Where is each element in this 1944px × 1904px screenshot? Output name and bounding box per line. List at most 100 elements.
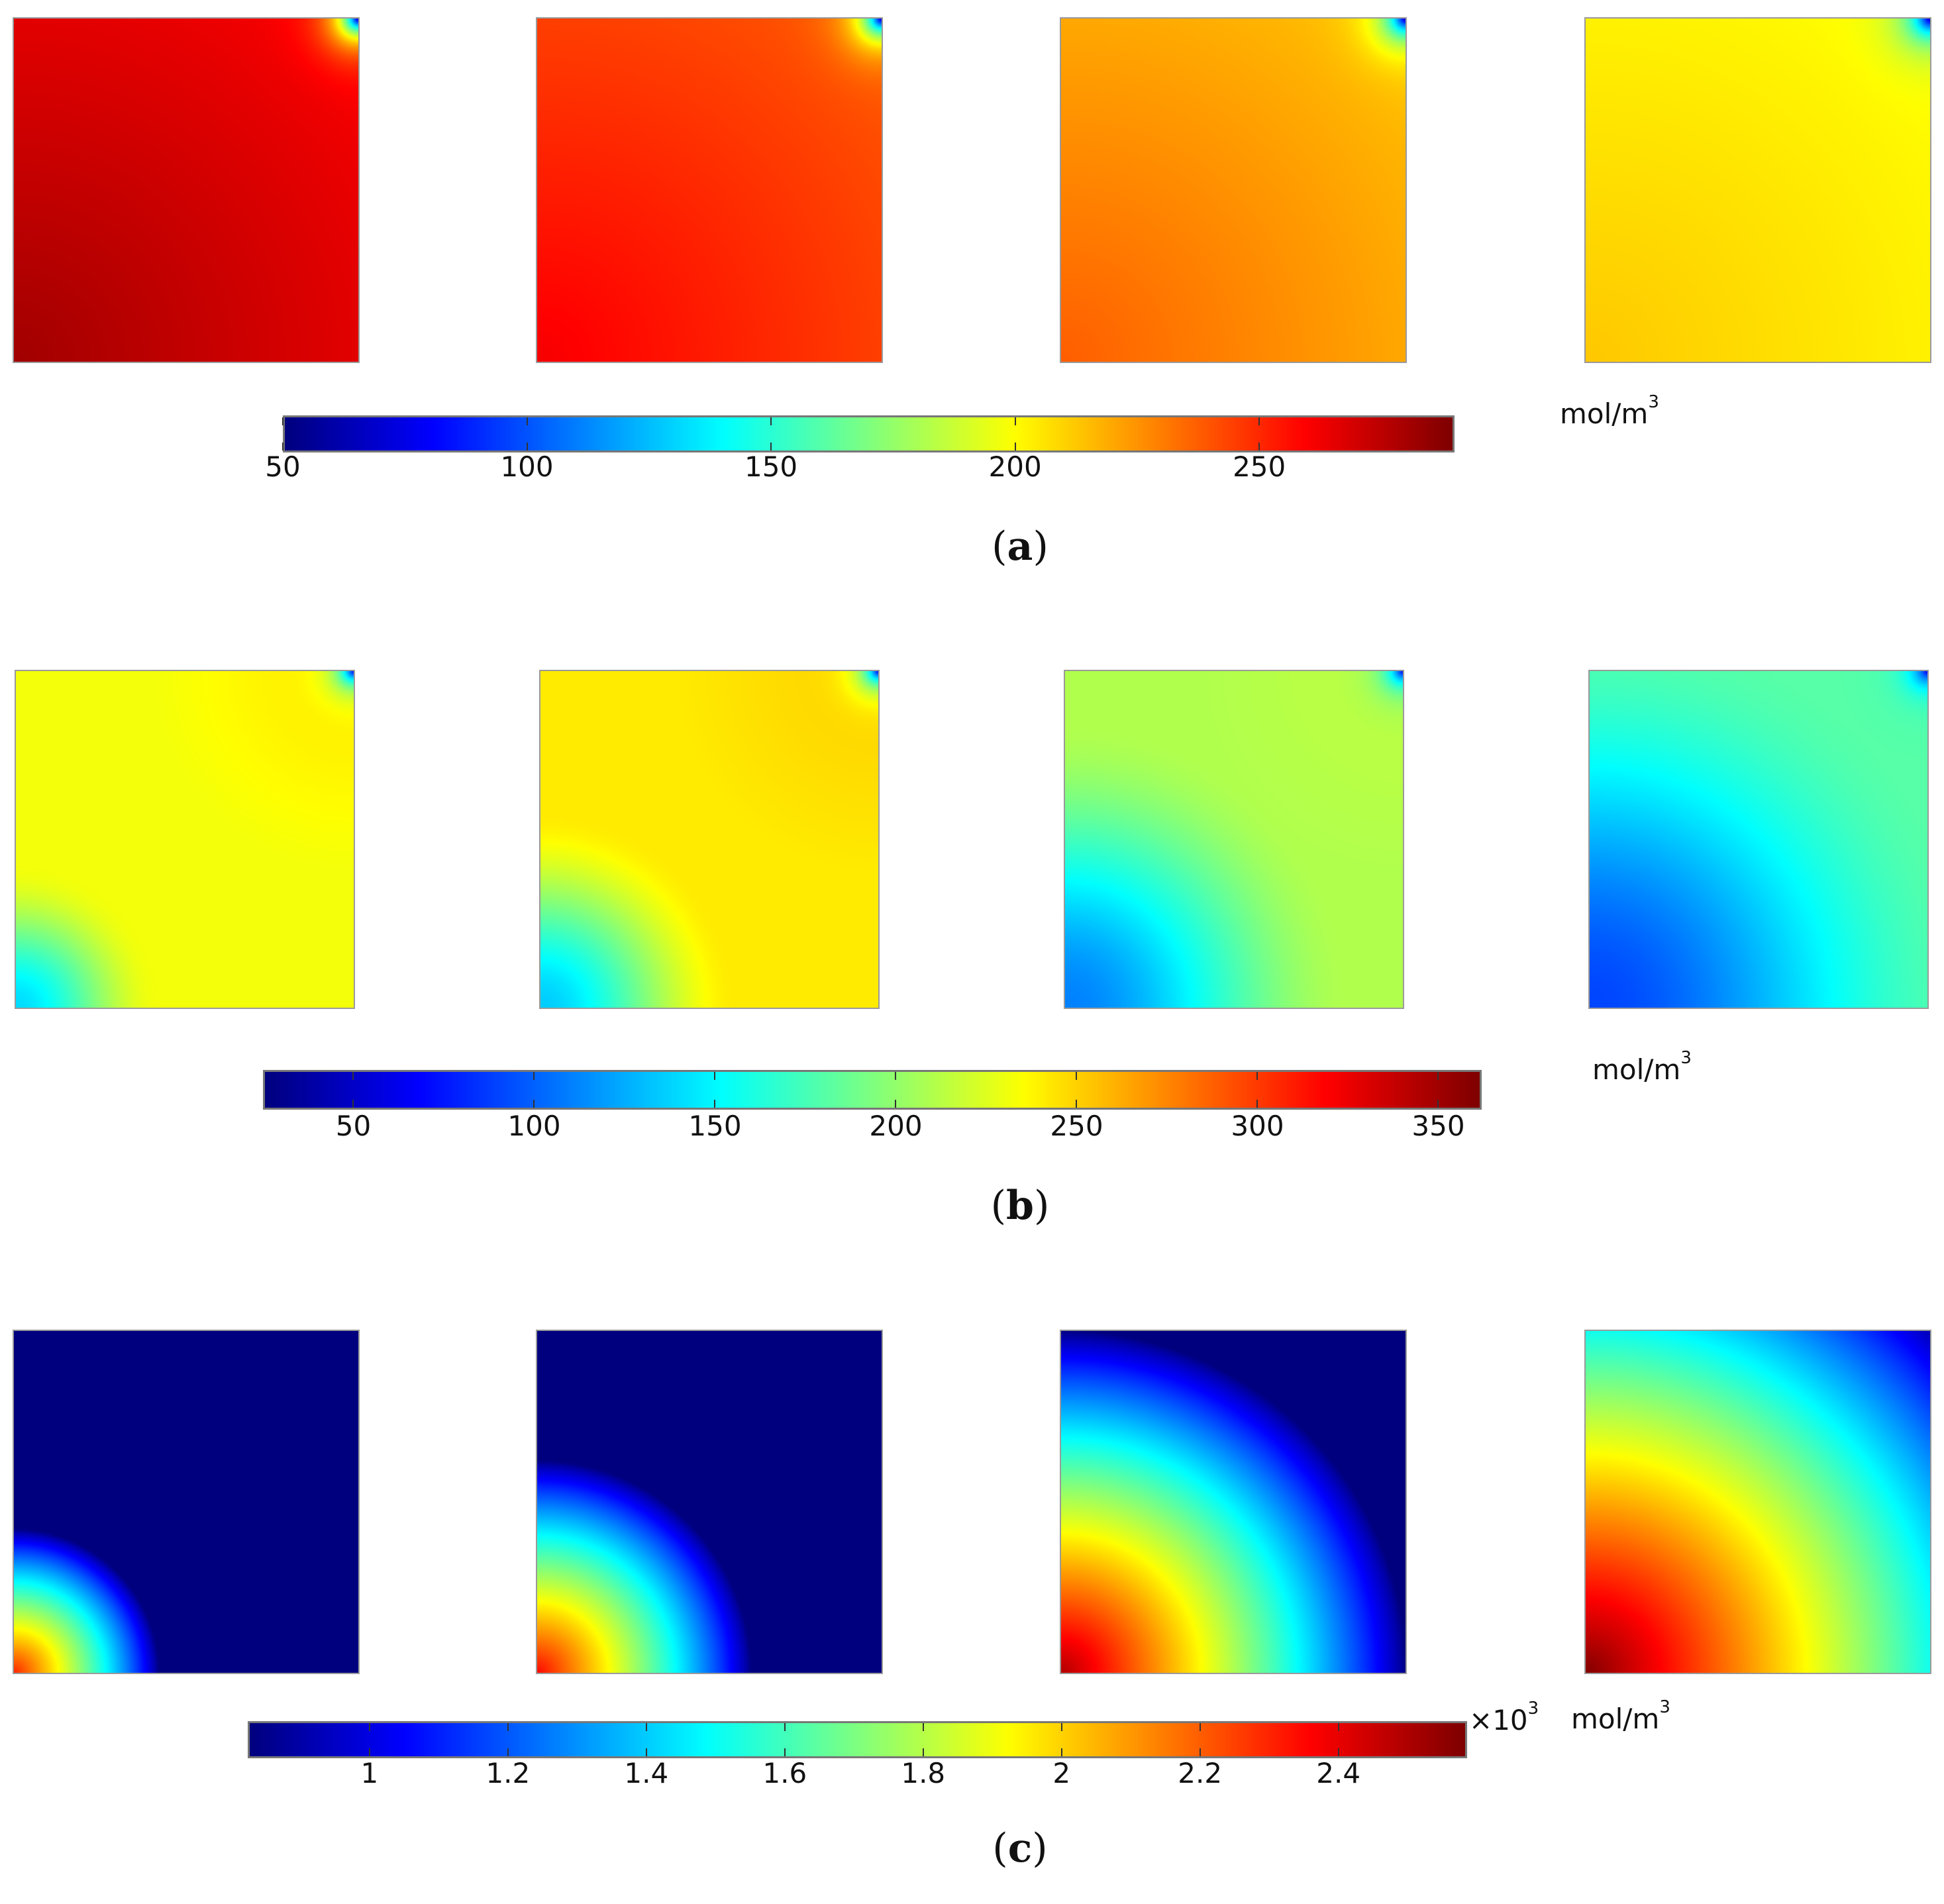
colorbar-tick-label: 150 [744, 450, 798, 483]
colorbar-tick [368, 1723, 370, 1731]
heatmap-canvas [1590, 671, 1927, 1008]
colorbar-tick [1060, 1723, 1062, 1731]
colorbar-tick-label: 150 [688, 1110, 742, 1142]
colorbar-tick [1199, 1748, 1201, 1756]
colorbar-tick [714, 1072, 716, 1080]
unit-exponent: 3 [1659, 1697, 1670, 1717]
colorbar-tick [645, 1723, 647, 1731]
colorbar-tick [1256, 1100, 1258, 1108]
colorbar-unit-label: mol/m3 [1560, 392, 1659, 430]
heatmap-canvas [540, 671, 878, 1008]
colorbar-tick [1060, 1748, 1062, 1756]
colorbar-tick [714, 1100, 716, 1108]
heatmap-canvas [14, 1331, 358, 1673]
colorbar-tick [1014, 417, 1016, 425]
colorbar-tick [533, 1072, 535, 1080]
colorbar-tick-label: 100 [507, 1110, 561, 1142]
panel-letter: c [1007, 1825, 1033, 1872]
colorbar-tick [645, 1748, 647, 1756]
heatmap-panel-c-4 [1584, 1330, 1931, 1674]
heatmap-panel-a-3 [1060, 17, 1407, 363]
colorbar-tick-label: 250 [1233, 450, 1286, 483]
colorbar-tick-label: 1 [360, 1757, 379, 1789]
colorbar-tick [895, 1072, 897, 1080]
unit-exponent: 3 [1680, 1048, 1692, 1068]
heatmap-canvas [1061, 19, 1406, 362]
colorbar-tick [1256, 1072, 1258, 1080]
colorbar-b [263, 1070, 1482, 1110]
heatmap-panel-b-2 [539, 670, 880, 1009]
colorbar-tick-label: 200 [869, 1110, 923, 1142]
heatmap-canvas [1065, 671, 1403, 1008]
unit-text: mol/m [1560, 397, 1649, 430]
colorbar-tick-label: 2.2 [1178, 1757, 1223, 1789]
colorbar-tick [1014, 443, 1016, 450]
colorbar-tick [526, 417, 528, 425]
colorbar-tick [507, 1723, 509, 1731]
colorbar-tick [352, 1072, 354, 1080]
colorbar-a [283, 415, 1455, 452]
heatmap-canvas [537, 19, 882, 362]
colorbar-tick-label: 200 [988, 450, 1042, 483]
colorbar-tick-label: 350 [1411, 1110, 1465, 1142]
colorbar-tick [1258, 443, 1260, 450]
colorbar-tick-label: 50 [265, 450, 301, 483]
colorbar-tick [352, 1100, 354, 1108]
colorbar-c [248, 1721, 1467, 1758]
heatmap-panel-c-2 [536, 1330, 883, 1674]
colorbar-tick-label: 1.6 [762, 1757, 807, 1789]
heatmap-panel-a-1 [13, 17, 360, 363]
colorbar-tick [1437, 1072, 1439, 1080]
colorbar-gradient [250, 1723, 1465, 1756]
heatmap-canvas [1586, 19, 1930, 362]
panel-label-a: (a) [992, 523, 1049, 570]
colorbar-tick [784, 1723, 786, 1731]
colorbar-tick [368, 1748, 370, 1756]
panel-label-b: (b) [990, 1183, 1050, 1229]
colorbar-tick [282, 417, 283, 425]
colorbar-tick-label: 50 [335, 1110, 372, 1142]
heatmap-panel-b-3 [1064, 670, 1404, 1009]
heatmap-panel-b-4 [1588, 670, 1929, 1009]
heatmap-panel-b-1 [15, 670, 355, 1009]
heatmap-canvas [1061, 1331, 1406, 1673]
colorbar-multiplier: ×103 [1469, 1699, 1539, 1736]
colorbar-tick-label: 250 [1050, 1110, 1103, 1142]
colorbar-tick [1199, 1723, 1201, 1731]
colorbar-tick-label: 2.4 [1316, 1757, 1361, 1789]
heatmap-canvas [16, 671, 354, 1008]
colorbar-unit-label: mol/m3 [1571, 1697, 1670, 1735]
colorbar-tick [784, 1748, 786, 1756]
colorbar-tick [1076, 1100, 1078, 1108]
colorbar-gradient [265, 1072, 1480, 1108]
colorbar-tick [895, 1100, 897, 1108]
colorbar-tick [922, 1748, 924, 1756]
colorbar-tick [533, 1100, 535, 1108]
panel-label-c: (c) [992, 1825, 1048, 1872]
colorbar-tick-label: 100 [500, 450, 554, 483]
multiplier-text: ×10 [1469, 1704, 1528, 1736]
heatmap-panel-c-3 [1060, 1330, 1407, 1674]
heatmap-panel-c-1 [13, 1330, 360, 1674]
colorbar-tick-label: 1.8 [901, 1757, 946, 1789]
colorbar-tick-label: 2 [1052, 1757, 1071, 1789]
colorbar-unit-label: mol/m3 [1592, 1048, 1692, 1086]
heatmap-panel-a-4 [1584, 17, 1931, 363]
panel-letter: b [1006, 1183, 1034, 1229]
unit-text: mol/m [1592, 1053, 1681, 1086]
colorbar-tick-label: 300 [1231, 1110, 1284, 1142]
colorbar-tick [1337, 1723, 1339, 1731]
colorbar-tick [770, 417, 772, 425]
colorbar-tick [282, 443, 283, 450]
colorbar-tick [1337, 1748, 1339, 1756]
colorbar-tick [770, 443, 772, 450]
colorbar-tick-label: 1.2 [486, 1757, 531, 1789]
colorbar-tick-label: 1.4 [624, 1757, 669, 1789]
colorbar-tick [1258, 417, 1260, 425]
unit-text: mol/m [1571, 1703, 1660, 1735]
heatmap-canvas [14, 19, 358, 362]
multiplier-exponent: 3 [1527, 1699, 1539, 1719]
heatmap-panel-a-2 [536, 17, 883, 363]
colorbar-tick [1437, 1100, 1439, 1108]
colorbar-tick [507, 1748, 509, 1756]
